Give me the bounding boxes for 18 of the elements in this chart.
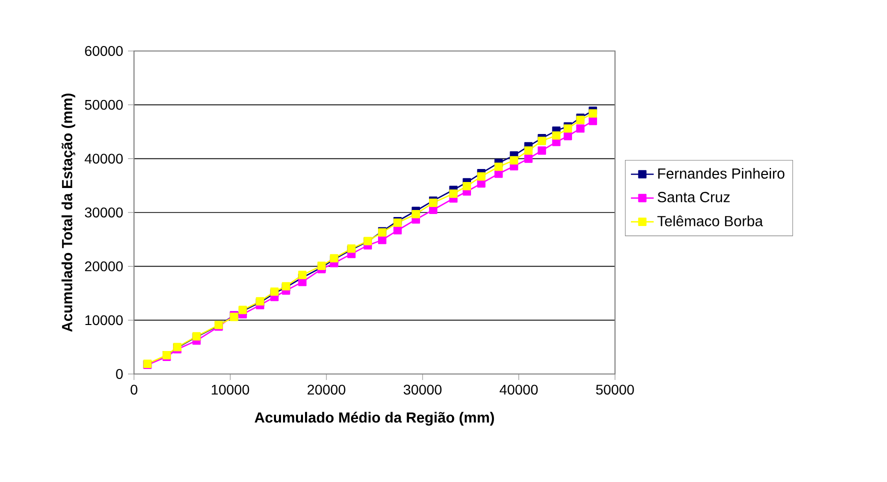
y-tick-label: 20000 [85, 261, 123, 272]
x-tick-label: 40000 [500, 384, 538, 395]
legend-label: Telêmaco Borba [657, 215, 763, 226]
y-tick-label: 10000 [85, 315, 123, 326]
legend-label: Fernandes Pinheiro [658, 168, 784, 179]
x-tick-label: 50000 [596, 384, 634, 395]
y-tick-label: 0 [116, 369, 123, 379]
x-tick-label: 0 [130, 384, 138, 395]
x-tick-label: 20000 [308, 384, 346, 395]
x-axis-title: Acumulado Médio da Região (mm) [254, 412, 494, 426]
y-tick-label: 30000 [84, 208, 123, 218]
x-tick-label: 10000 [212, 384, 250, 395]
y-tick-label: 60000 [85, 46, 123, 56]
y-axis-title: Acumulado Total da Estação (mm) [62, 94, 76, 332]
legend-label: Santa Cruz [658, 192, 730, 202]
x-tick-label: 30000 [404, 384, 442, 395]
y-tick-label: 40000 [84, 154, 123, 164]
y-tick-label: 50000 [84, 100, 123, 110]
